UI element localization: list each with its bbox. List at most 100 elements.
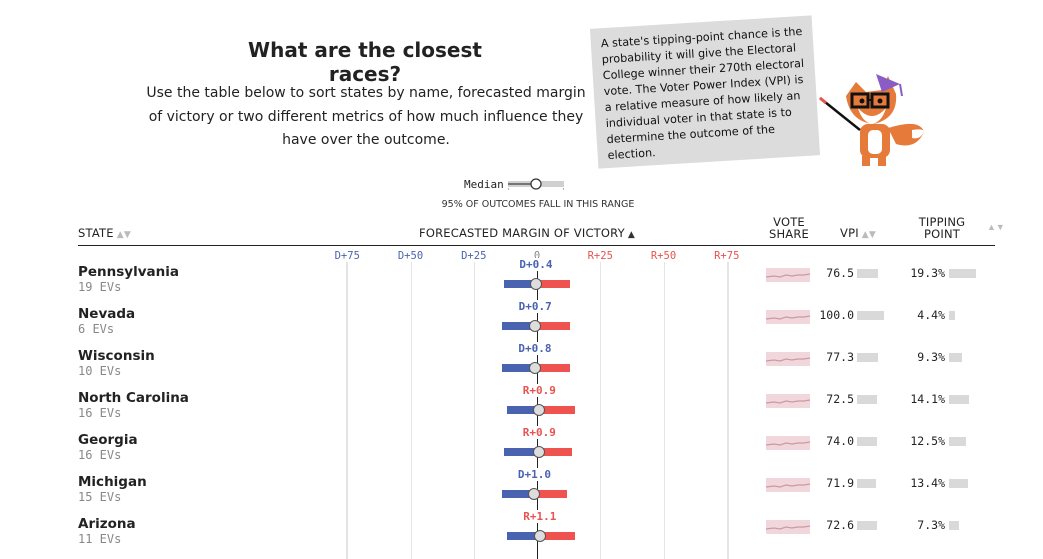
vote-share-column-header: VOTE SHARE <box>764 216 814 240</box>
table-header: STATE ▲▼ FORECASTED MARGIN OF VICTORY ▲ VO… <box>78 214 1005 246</box>
tipping-point-value: 13.4% <box>910 476 945 490</box>
tipping-point-bar <box>949 269 976 278</box>
vote-share-sparkline <box>766 520 810 534</box>
dem-range-bar <box>504 280 537 288</box>
gridline <box>410 262 412 559</box>
sort-ascending-icon: ▲ <box>627 230 635 240</box>
electoral-votes: 10 EVs <box>78 364 122 378</box>
tipping-point-bar <box>949 311 956 320</box>
tipping-point-value: 4.4% <box>917 308 945 322</box>
median-marker <box>533 404 546 416</box>
table-row[interactable]: Wisconsin 10 EVs D+0.8 77.3 9.3% <box>0 342 1043 390</box>
gridline <box>728 262 729 559</box>
state-name: North Carolina <box>78 390 189 406</box>
explainer-callout: A state's tipping-point chance is the pr… <box>589 15 821 169</box>
tipping-point-bar <box>949 395 969 404</box>
rep-range-bar <box>537 532 575 540</box>
sort-icon: ▲▼ <box>987 222 1005 232</box>
state-name: Wisconsin <box>78 348 155 364</box>
axis-tick-label: R+75 <box>714 250 740 262</box>
dem-range-bar <box>501 364 537 372</box>
axis-tick-label: D+75 <box>334 250 360 262</box>
margin-column-header[interactable]: FORECASTED MARGIN OF VICTORY ▲ <box>419 227 635 241</box>
rep-range-bar <box>537 406 575 414</box>
median-marker <box>533 530 546 542</box>
gridline <box>726 262 728 559</box>
vpi-column-header[interactable]: VPI ▲▼ <box>840 227 876 241</box>
tipping-point-value: 7.3% <box>917 518 945 532</box>
table-row[interactable]: North Carolina 16 EVs R+0.9 72.5 14.1% <box>0 384 1043 432</box>
sort-icon: ▲▼ <box>116 230 131 240</box>
fox-mascot-icon <box>819 74 924 166</box>
axis-tick-label: R+25 <box>587 250 613 262</box>
state-name: Arizona <box>78 516 136 532</box>
vpi-bar <box>857 521 877 530</box>
margin-label: R+0.9 <box>521 384 557 397</box>
tipping-point-bar <box>949 521 960 530</box>
vpi-bar <box>857 437 877 446</box>
rep-range-bar <box>537 364 570 372</box>
dem-range-bar <box>506 532 537 540</box>
median-label: Median <box>464 178 504 191</box>
gridline <box>346 262 347 559</box>
margin-axis: D+75 D+50 D+25 0 R+25 R+50 R+75 <box>0 250 1043 264</box>
rep-range-bar <box>537 322 570 330</box>
rep-range-bar <box>537 490 568 498</box>
vote-share-sparkline <box>766 478 810 492</box>
vpi-value: 77.3 <box>826 350 854 364</box>
median-marker <box>528 362 541 374</box>
tipping-point-column-header[interactable]: TIPPING POINT <box>914 216 970 240</box>
vote-share-header-line1: VOTE <box>773 215 805 229</box>
tipping-header-line1: TIPPING <box>918 215 966 229</box>
electoral-votes: 6 EVs <box>78 322 115 336</box>
median-range-icon <box>508 178 564 190</box>
state-column-header[interactable]: STATE ▲▼ <box>78 227 131 241</box>
vpi-value: 76.5 <box>826 266 854 280</box>
vote-share-sparkline <box>766 352 810 366</box>
vpi-header-label: VPI <box>840 226 859 240</box>
state-name: Nevada <box>78 306 136 322</box>
vote-share-sparkline <box>766 310 810 324</box>
vote-share-sparkline <box>766 268 810 282</box>
median-marker <box>533 446 546 458</box>
rep-range-bar <box>537 448 573 456</box>
electoral-votes: 16 EVs <box>78 406 122 420</box>
state-name: Pennsylvania <box>78 264 179 280</box>
vpi-value: 100.0 <box>819 308 854 322</box>
vote-share-header-line2: SHARE <box>768 227 810 241</box>
vpi-bar <box>857 353 878 362</box>
intro-text: Use the table below to sort states by na… <box>146 85 586 148</box>
axis-tick-label: D+50 <box>397 250 424 262</box>
margin-label: R+0.9 <box>521 426 557 439</box>
gridline <box>473 262 475 559</box>
tipping-point-value: 12.5% <box>910 434 945 448</box>
table-row[interactable]: Pennsylvania 19 EVs D+0.4 76.5 19.3% <box>0 258 1043 306</box>
margin-label: R+1.1 <box>522 510 558 523</box>
rep-range-bar <box>537 280 570 288</box>
vpi-bar <box>857 269 878 278</box>
vote-share-sparkline <box>766 394 810 408</box>
margin-header-label: FORECASTED MARGIN OF VICTORY <box>419 226 625 240</box>
vpi-bar <box>857 311 884 320</box>
median-marker <box>528 488 541 500</box>
margin-label: D+0.8 <box>517 342 553 355</box>
gridline <box>600 262 602 559</box>
dem-range-bar <box>501 322 537 330</box>
margin-label: D+1.0 <box>516 468 553 481</box>
table-row[interactable]: Nevada 6 EVs D+0.7 100.0 4.4% <box>0 300 1043 348</box>
vote-share-sparkline <box>766 436 810 450</box>
tipping-header-line2: POINT <box>923 227 960 241</box>
tipping-point-bar <box>949 479 968 488</box>
page-title: What are the closest races? <box>248 38 482 86</box>
median-marker <box>529 278 542 290</box>
electoral-votes: 15 EVs <box>78 490 122 504</box>
axis-tick-label: D+25 <box>461 250 487 262</box>
table-row[interactable]: Michigan 15 EVs D+1.0 71.9 13.4% <box>0 468 1043 516</box>
state-header-label: STATE <box>78 226 114 240</box>
tipping-point-value: 9.3% <box>917 350 945 364</box>
table-row[interactable]: Georgia 16 EVs R+0.9 74.0 12.5% <box>0 426 1043 474</box>
dem-range-bar <box>504 448 537 456</box>
margin-label: D+0.7 <box>517 300 553 313</box>
table-row[interactable]: Arizona 11 EVs R+1.1 72.6 7.3% <box>0 510 1043 558</box>
axis-tick-label: R+50 <box>650 250 677 262</box>
